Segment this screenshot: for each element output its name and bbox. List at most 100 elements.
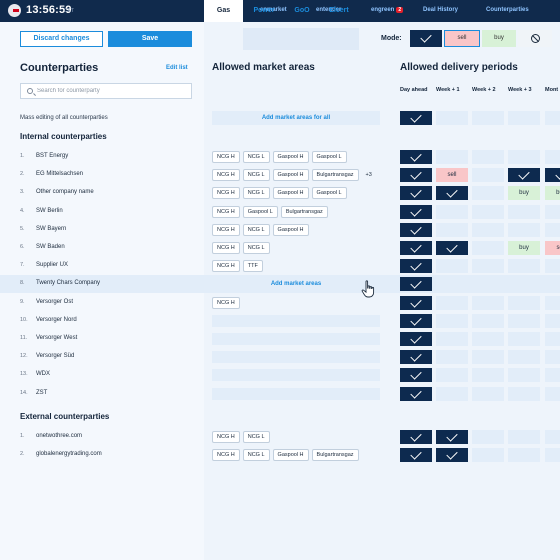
add-market-areas-button[interactable]: Add market areas (212, 277, 380, 292)
market-area-tag[interactable]: Bulgartransgaz (280, 205, 328, 218)
market-area-tag[interactable]: Gaspool H (272, 223, 309, 236)
period-month-cell[interactable] (545, 386, 560, 401)
period-week-1-cell[interactable] (436, 332, 468, 346)
nav-entender[interactable]: entender (316, 7, 342, 13)
period-month-cell[interactable] (545, 313, 560, 328)
period-month-cell[interactable] (545, 168, 560, 183)
market-area-tag[interactable]: Bulgartransgaz (311, 449, 359, 461)
period-month-cell[interactable] (545, 150, 560, 164)
period-month-cell[interactable] (545, 448, 560, 462)
period-week-1-cell[interactable] (436, 430, 468, 444)
market-area-tag[interactable]: NCG H (212, 169, 240, 182)
tab-power[interactable]: Power (253, 7, 275, 14)
counterparty-name[interactable]: onetwothree.com (36, 433, 83, 439)
period-week-1-cell[interactable] (436, 259, 468, 274)
period-week-3-cell[interactable] (508, 295, 540, 310)
market-areas-empty[interactable] (212, 351, 380, 364)
market-area-tag[interactable]: NCG H (212, 205, 240, 218)
period-week-2-cell[interactable] (472, 313, 504, 328)
market-area-tag[interactable]: NCG H (212, 449, 240, 461)
market-area-tag[interactable]: Gaspool L (311, 151, 347, 163)
period-week-2-cell[interactable] (472, 295, 504, 310)
mode-block-button[interactable] (518, 30, 552, 47)
counterparty-name[interactable]: SW Berlin (36, 207, 63, 214)
period-week-3-cell[interactable] (508, 430, 540, 444)
period-week-1-cell[interactable] (436, 204, 468, 219)
market-area-tag[interactable]: NCG H (212, 431, 240, 443)
period-day-ahead-cell[interactable] (400, 313, 432, 328)
period-week-2-cell[interactable] (472, 241, 504, 255)
market-area-tag[interactable]: NCG H (212, 296, 240, 309)
period-week-2-cell[interactable] (472, 277, 504, 292)
period-day-ahead-cell[interactable] (400, 448, 432, 462)
market-area-tag[interactable]: NCG H (212, 242, 240, 254)
nav-enmarket[interactable]: enmarket (260, 7, 287, 13)
period-week-1-cell[interactable] (436, 386, 468, 401)
counterparty-name[interactable]: SW Bayern (36, 225, 67, 232)
period-week-3-cell[interactable] (508, 350, 540, 365)
period-week-1-cell[interactable]: sell (436, 168, 468, 183)
market-area-tag[interactable]: NCG L (242, 449, 270, 461)
tab-gas[interactable]: Gas (204, 0, 243, 22)
period-week-2-cell[interactable] (472, 386, 504, 401)
period-week-2-cell[interactable] (472, 368, 504, 383)
nav-engreen[interactable]: engreen 2 (371, 7, 404, 13)
more-tags-count[interactable]: +3 (365, 172, 372, 179)
tab-elcert[interactable]: Elcert (329, 7, 349, 14)
period-month-cell[interactable] (545, 204, 560, 219)
period-day-ahead-cell[interactable] (400, 350, 432, 365)
period-week-1-cell[interactable] (436, 186, 468, 201)
period-week-3-cell[interactable] (508, 222, 540, 237)
discard-changes-button[interactable]: Discard changes (20, 31, 103, 47)
edit-list-link[interactable]: Edit list (166, 65, 188, 71)
period-month-cell[interactable] (545, 332, 560, 346)
nav-counterparties[interactable]: Counterparties (486, 7, 529, 13)
mode-buy-button[interactable]: buy (482, 30, 516, 47)
period-week-2-cell[interactable] (472, 332, 504, 346)
counterparty-name[interactable]: Versorger Ost (36, 298, 74, 305)
tab-goo[interactable]: GoO (294, 7, 310, 14)
period-week-1-cell[interactable] (436, 277, 468, 292)
market-area-tag[interactable]: NCG H (212, 187, 240, 200)
market-area-tag[interactable]: Gaspool H (272, 151, 309, 163)
counterparty-search[interactable] (20, 83, 192, 99)
app-logo-icon[interactable] (8, 4, 21, 17)
counterparty-name[interactable]: Other company name (36, 189, 94, 196)
period-week-1-cell[interactable] (436, 313, 468, 328)
market-area-tag[interactable]: Gaspool H (272, 187, 309, 200)
period-week-3-cell[interactable] (508, 259, 540, 274)
period-week-2-cell[interactable] (472, 259, 504, 274)
mass-week-3-cell[interactable] (508, 111, 540, 125)
period-week-2-cell[interactable] (472, 168, 504, 183)
period-month-cell[interactable]: sell (545, 241, 560, 255)
mass-day-ahead-cell[interactable] (400, 111, 432, 125)
counterparty-name[interactable]: WDX (36, 371, 50, 378)
period-month-cell[interactable] (545, 350, 560, 365)
mass-month-cell[interactable] (545, 111, 560, 125)
period-day-ahead-cell[interactable] (400, 150, 432, 164)
period-day-ahead-cell[interactable] (400, 259, 432, 274)
period-week-1-cell[interactable] (436, 368, 468, 383)
market-area-tag[interactable]: TTF (242, 260, 263, 273)
period-day-ahead-cell[interactable] (400, 386, 432, 401)
period-week-3-cell[interactable] (508, 204, 540, 219)
mass-week-2-cell[interactable] (472, 111, 504, 125)
save-button[interactable]: Save (108, 31, 192, 47)
period-week-2-cell[interactable] (472, 204, 504, 219)
market-areas-empty[interactable] (212, 333, 380, 345)
market-area-tag[interactable]: Gaspool L (311, 187, 347, 200)
market-area-tag[interactable]: NCG L (242, 223, 270, 236)
nav-deal-history[interactable]: Deal History (423, 7, 459, 13)
period-month-cell[interactable] (545, 277, 560, 292)
period-week-2-cell[interactable] (472, 222, 504, 237)
market-areas-empty[interactable] (212, 387, 380, 400)
counterparty-name[interactable]: Versorger West (36, 335, 78, 341)
counterparty-name[interactable]: BST Energy (36, 153, 69, 159)
period-month-cell[interactable]: buy (545, 186, 560, 201)
counterparty-name[interactable]: Versorger Süd (36, 353, 75, 360)
market-areas-empty[interactable] (212, 369, 380, 382)
period-week-1-cell[interactable] (436, 150, 468, 164)
period-week-1-cell[interactable] (436, 222, 468, 237)
period-week-3-cell[interactable] (508, 448, 540, 462)
counterparty-name[interactable]: SW Baden (36, 244, 65, 250)
